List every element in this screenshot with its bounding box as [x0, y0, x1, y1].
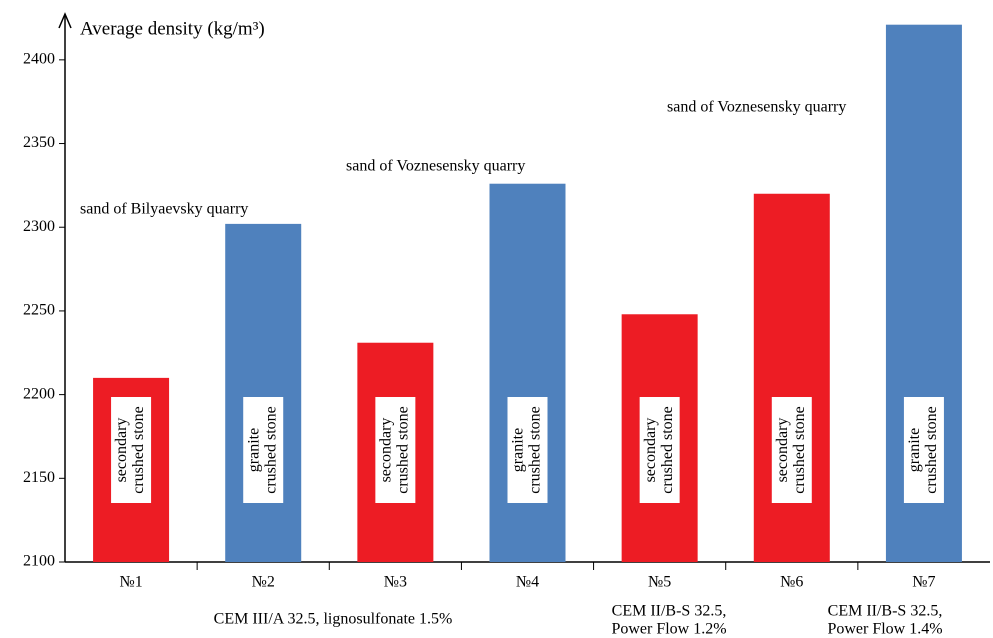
bar-label-line: crushed stone [659, 406, 676, 494]
y-tick-label: 2300 [23, 218, 55, 235]
annotation: sand of Voznesensky quarry [667, 99, 846, 116]
x-tick-label: №5 [648, 574, 671, 591]
y-tick-label: 2250 [23, 302, 55, 319]
bar-label-box [243, 397, 284, 503]
bar-label-line: crushed stone [527, 406, 544, 494]
bar-label: granite crushed stone [245, 406, 279, 494]
group-label: CEM III/A 32.5, lignosulfonate 1.5% [214, 611, 453, 628]
bar [753, 193, 830, 562]
group-label: Power Flow 1.4% [827, 621, 942, 638]
y-tick-label: 2100 [23, 553, 55, 570]
bar [489, 183, 566, 563]
bar-label-line: crushed stone [923, 406, 940, 494]
bar-label-line: crushed stone [262, 406, 279, 494]
bar-label-line: crushed stone [395, 406, 412, 494]
bar-label-box [375, 397, 416, 503]
bar-label-line: granite [906, 428, 923, 472]
x-tick-label: №4 [516, 574, 539, 591]
bar-label: secondary crushed stone [378, 406, 412, 494]
bar-label-line: secondary [642, 418, 659, 483]
bar-label-line: granite [245, 428, 262, 472]
y-tick-label: 2200 [23, 385, 55, 402]
bar-label-box [639, 397, 680, 503]
bar-label: secondary crushed stone [774, 406, 808, 494]
x-tick-label: №7 [912, 574, 935, 591]
bar-label: secondary crushed stone [642, 406, 676, 494]
bar-label-line: secondary [774, 418, 791, 483]
bar [225, 223, 302, 563]
bar-label-line: crushed stone [791, 406, 808, 494]
y-axis-label: Average density (kg/m³) [80, 18, 265, 39]
group-label: CEM II/B-S 32.5, [828, 603, 943, 620]
bar-label: granite crushed stone [906, 406, 940, 494]
group-label: Power Flow 1.2% [611, 621, 726, 638]
x-tick-label: №3 [384, 574, 407, 591]
y-tick-label: 2400 [23, 51, 55, 68]
bar-label-box [903, 397, 944, 503]
bar-label: secondary crushed stone [113, 406, 147, 494]
bar-label-box [111, 397, 152, 503]
x-tick-label: №6 [780, 574, 803, 591]
annotation: sand of Voznesensky quarry [346, 158, 525, 175]
y-tick-label: 2350 [23, 134, 55, 151]
y-axis-arrow [58, 12, 72, 29]
bar-label-line: secondary [378, 418, 395, 483]
bar-label-line: granite [510, 428, 527, 472]
annotation: sand of Bilyaevsky quarry [80, 201, 248, 218]
x-tick-label: №1 [119, 574, 142, 591]
group-label: CEM II/B-S 32.5, [612, 603, 727, 620]
x-tick-label: №2 [252, 574, 275, 591]
y-tick-label: 2150 [23, 469, 55, 486]
bar-label-line: crushed stone [130, 406, 147, 494]
bar-label-box [507, 397, 548, 503]
bar-label-box [771, 397, 812, 503]
bar-label-line: secondary [113, 418, 130, 483]
bar-label: granite crushed stone [510, 406, 544, 494]
